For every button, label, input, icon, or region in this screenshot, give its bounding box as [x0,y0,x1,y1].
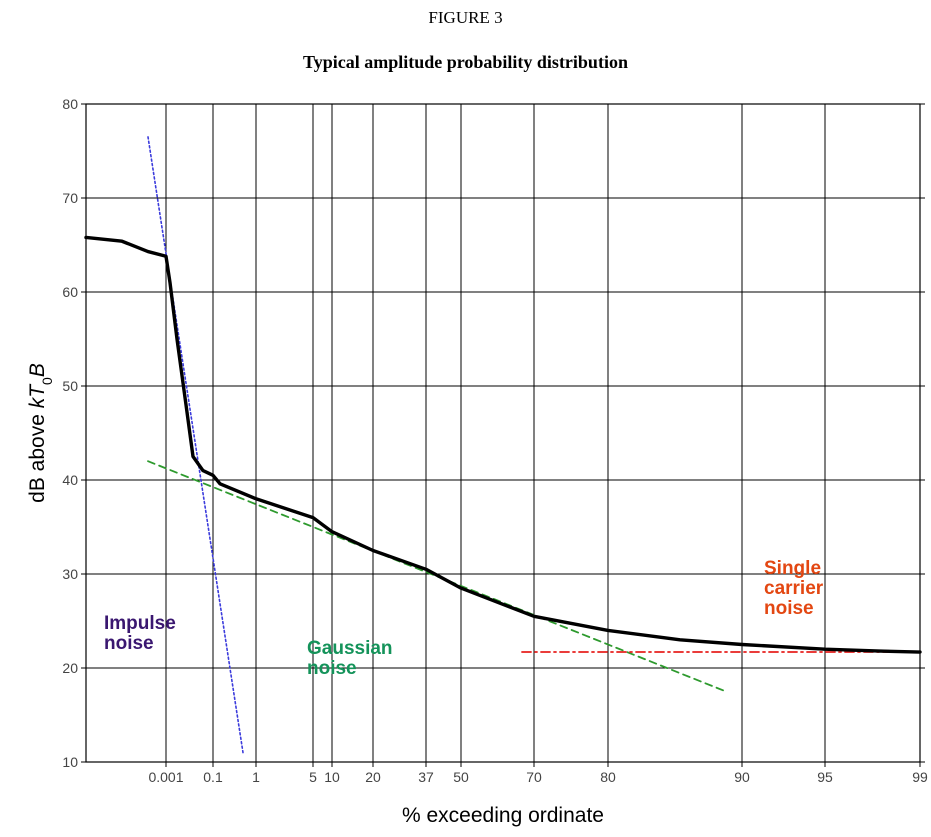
gaussian-noise-label: Gaussian noise [307,638,393,679]
x-tick-label: 70 [526,769,542,785]
x-tick-label: 5 [309,769,317,785]
x-tick-label: 50 [453,769,469,785]
y-axis-title: dB above kT0B [26,363,55,503]
impulse-noise-label-line: Impulse [104,613,176,634]
y-axis-title-part: B [26,363,49,377]
single-carrier-noise-label-line: Single [764,558,821,579]
y-axis-title-part: kT [26,383,49,409]
x-tick-label: 10 [324,769,340,785]
x-tick-label: 80 [600,769,616,785]
gaussian-noise-label-line: Gaussian [307,638,393,659]
y-axis-title-part: 0 [39,377,55,385]
x-tick-label: 95 [817,769,833,785]
y-tick-label: 10 [62,754,78,770]
gaussian-noise-label-line: noise [307,658,357,679]
x-tick-label: 90 [734,769,750,785]
y-tick-label: 20 [62,660,78,676]
y-tick-label: 60 [62,284,78,300]
impulse-noise-line [147,136,244,754]
gaussian-noise-line [147,460,727,693]
x-tick-label: 99 [912,769,928,785]
series-lines [84,136,922,754]
y-tick-label: 50 [62,378,78,394]
y-tick-label: 30 [62,566,78,582]
chart-title: Typical amplitude probability distributi… [303,52,628,72]
impulse-noise-label: Impulse noise [104,613,176,654]
x-tick-label: 0.001 [148,769,183,785]
plot-frame [85,103,921,763]
single-carrier-noise-label-line: carrier [764,578,824,599]
y-tick-label: 70 [62,190,78,206]
x-tick-labels: 0.001 0.1 1 5 10 20 37 50 70 80 90 95 99 [148,769,928,785]
single-carrier-noise-label-line: noise [764,598,814,619]
single-carrier-noise-label: Single carrier noise [764,558,824,619]
x-axis-title: % exceeding ordinate [402,804,604,827]
grid [81,103,925,767]
y-tick-labels: 10 20 30 40 50 60 70 80 [62,96,78,770]
y-axis-title-part: dB above [26,408,49,503]
x-tick-label: 37 [418,769,434,785]
x-tick-label: 0.1 [203,769,223,785]
x-tick-label: 1 [252,769,260,785]
impulse-noise-label-line: noise [104,633,154,654]
y-tick-label: 40 [62,472,78,488]
y-tick-label: 80 [62,96,78,112]
figure-label: FIGURE 3 [428,8,503,27]
x-tick-label: 20 [365,769,381,785]
measured-apd-curve [84,235,922,654]
